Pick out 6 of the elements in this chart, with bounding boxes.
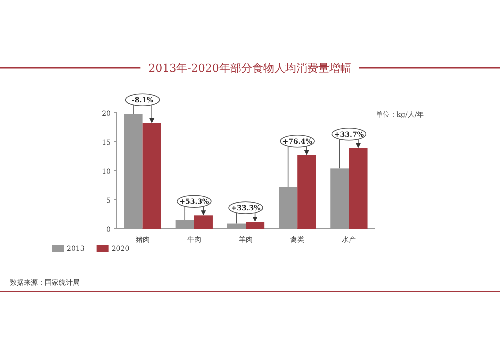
bar — [142, 123, 162, 229]
bar — [298, 155, 316, 229]
chart-title: 2013年-2020年部分食物人均消费量增幅 — [148, 62, 352, 75]
bar — [349, 148, 368, 229]
bar — [194, 216, 213, 229]
bar — [246, 222, 265, 229]
